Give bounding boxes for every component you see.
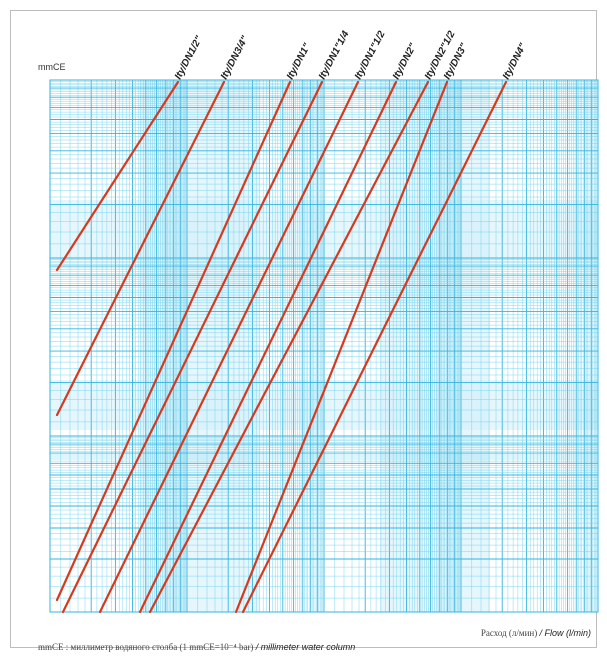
series-line bbox=[55, 80, 292, 602]
series-label: Ity/DN4" bbox=[501, 41, 529, 81]
footnote-ru: mmCE : миллиметр водяного столба (1 mmCE… bbox=[38, 642, 254, 652]
series-line bbox=[61, 80, 324, 614]
x-axis-label-ru: Расход (л/мин) bbox=[480, 628, 538, 638]
grid bbox=[49, 79, 599, 613]
series-line bbox=[98, 80, 360, 614]
series-line bbox=[55, 80, 226, 417]
footnote-en: / millimeter water column bbox=[255, 642, 356, 652]
series-label: Ity/DN3/4" bbox=[219, 34, 251, 81]
series-lines bbox=[55, 80, 508, 614]
x-axis-label: Расход (л/мин) / Flow (l/min) bbox=[481, 628, 591, 638]
x-axis-label-en: / Flow (l/min) bbox=[539, 628, 592, 638]
footnote: mmCE : миллиметр водяного столба (1 mmCE… bbox=[38, 642, 355, 653]
series-line bbox=[241, 80, 508, 614]
series-label: Ity/DN1" bbox=[285, 41, 313, 81]
series-label: Ity/DN1"1/4 bbox=[317, 29, 352, 81]
series-line bbox=[234, 80, 449, 614]
series-label: Ity/DN1"1/2 bbox=[353, 29, 388, 81]
series-line bbox=[55, 80, 180, 272]
series-labels: Ity/DN1/2" Ity/DN3/4" Ity/DN1" Ity/DN1"1/4 I… bbox=[173, 29, 529, 81]
series-line bbox=[138, 80, 398, 614]
series-line bbox=[148, 80, 430, 614]
series-label: Ity/DN2" bbox=[391, 41, 419, 81]
plot-border bbox=[49, 79, 599, 613]
series-label: Ity/DN1/2" bbox=[173, 34, 205, 81]
y-axis-label: mmCE bbox=[38, 62, 66, 72]
